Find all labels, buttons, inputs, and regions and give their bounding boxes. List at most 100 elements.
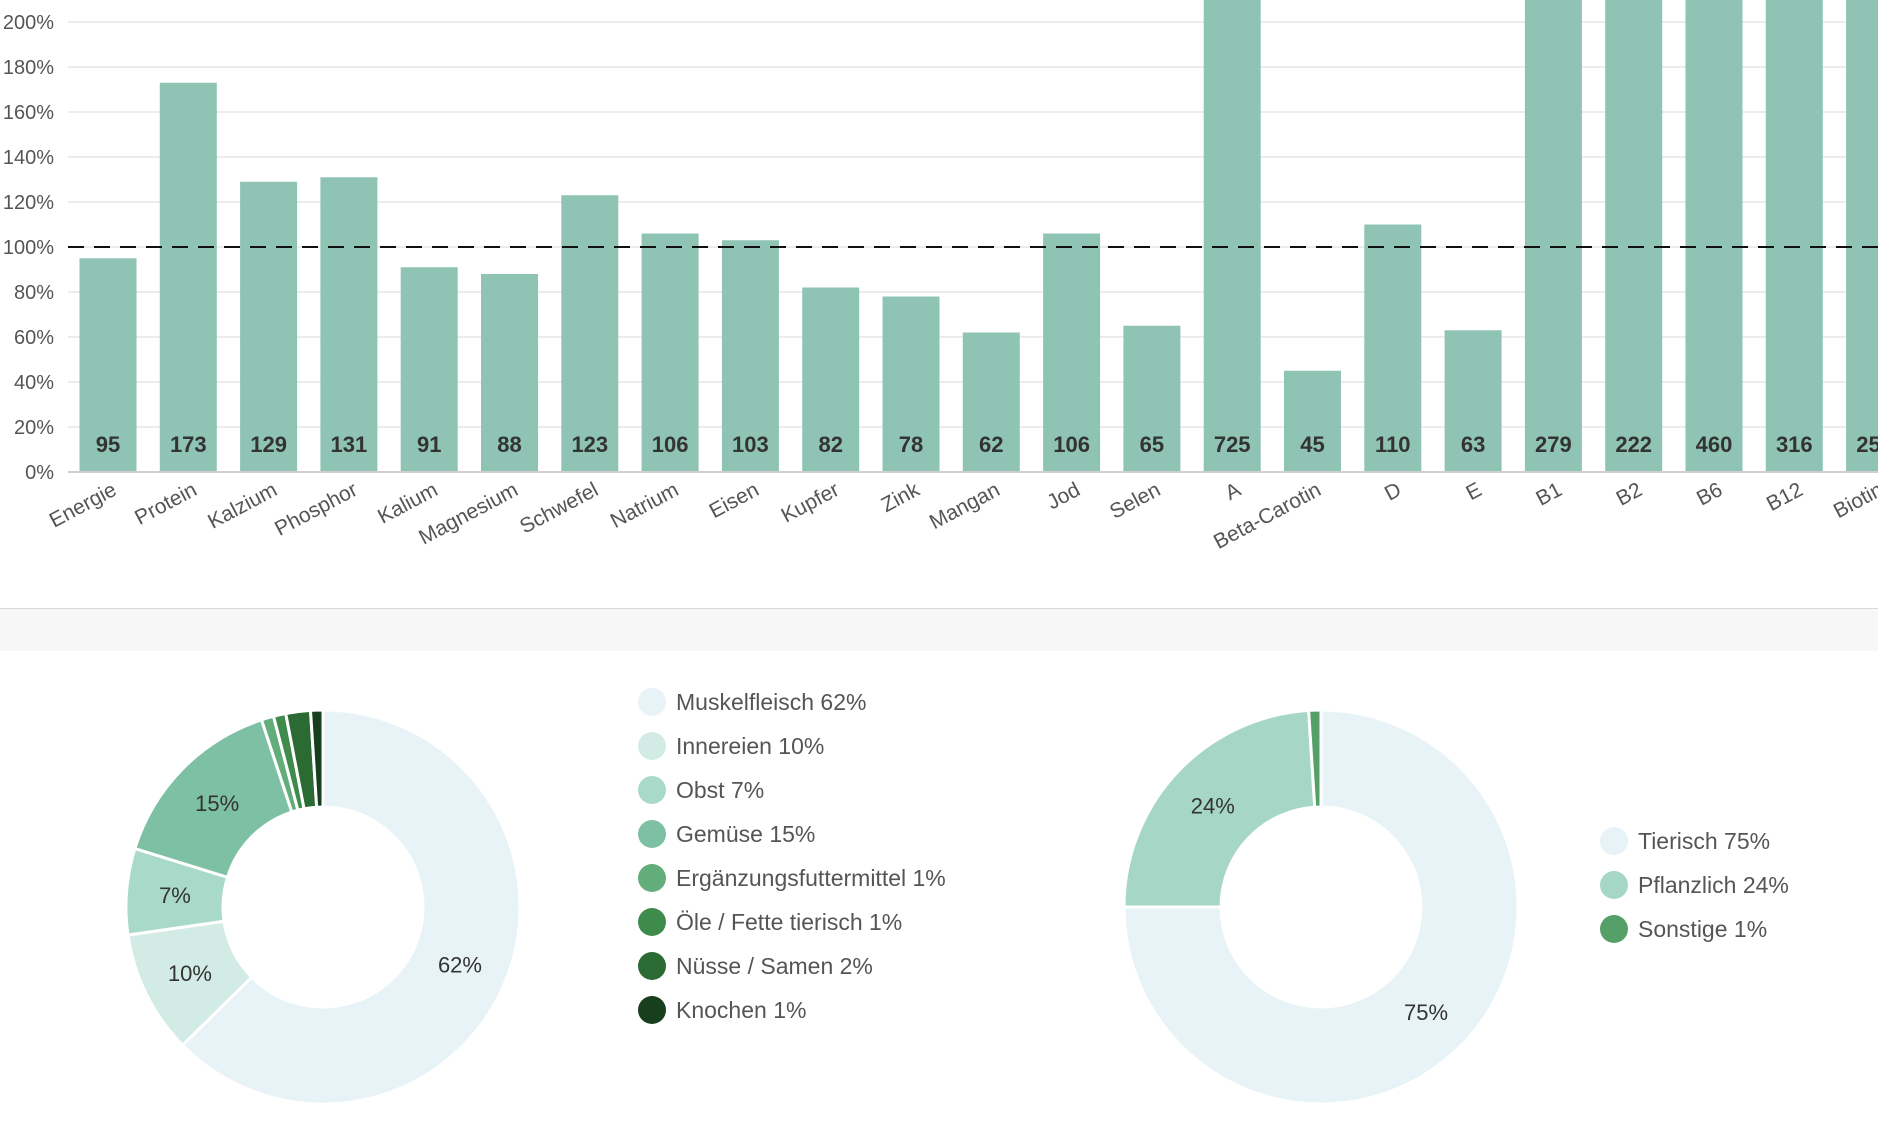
bar-value-label: 82 — [818, 432, 842, 457]
bar — [1605, 0, 1663, 472]
legend-item: Nüsse / Samen 2% — [638, 944, 946, 988]
legend-swatch — [1600, 827, 1628, 855]
legend-label: Pflanzlich 24% — [1638, 871, 1789, 898]
x-tick-label: Mangan — [926, 478, 1004, 534]
bar-value-label: 62 — [979, 432, 1003, 457]
legend-item: Muskelfleisch 62% — [638, 680, 946, 724]
x-tick-label: Protein — [131, 478, 201, 530]
composition-panel: 62% 10% 7% 15% Muskelfleisch 62% Innereien 1… — [0, 651, 1878, 1132]
x-tick-label: Kalzium — [204, 478, 281, 533]
y-tick-label: 100% — [3, 237, 54, 259]
y-tick-label: 120% — [3, 192, 54, 214]
bar-value-label: 129 — [250, 432, 287, 457]
bar-value-label: 88 — [497, 432, 521, 457]
x-tick-label: B6 — [1693, 478, 1726, 510]
x-tick-label: Selen — [1106, 478, 1164, 524]
bar — [79, 258, 137, 472]
legend-swatch — [638, 864, 666, 892]
bar-value-label: 95 — [96, 432, 120, 457]
legend-swatch — [638, 688, 666, 716]
bar — [1123, 325, 1181, 472]
bar — [1685, 0, 1743, 472]
legend-item: Gemüse 15% — [638, 812, 946, 856]
x-tick-label: Schwefel — [516, 478, 602, 538]
legend-swatch — [638, 908, 666, 936]
bar — [1765, 0, 1823, 472]
bar-value-label: 131 — [331, 432, 368, 457]
legend-swatch — [638, 996, 666, 1024]
bar-value-label: 123 — [571, 432, 608, 457]
bar — [1846, 0, 1878, 472]
legend-item: Ergänzungsfuttermittel 1% — [638, 856, 946, 900]
bar-value-label: 725 — [1214, 432, 1251, 457]
bar-value-label: 110 — [1375, 432, 1411, 457]
bar — [159, 82, 217, 472]
legend-swatch — [638, 820, 666, 848]
bar — [882, 296, 940, 472]
x-tick-label: Zink — [878, 478, 924, 517]
bar-value-label: 250 — [1856, 432, 1878, 457]
bar — [1444, 330, 1502, 472]
x-tick-label: B1 — [1532, 478, 1565, 510]
bar — [1524, 0, 1582, 472]
legend-label: Innereien 10% — [676, 732, 825, 759]
x-tick-label: Phosphor — [271, 478, 361, 541]
legend-item: Pflanzlich 24% — [1600, 863, 1789, 907]
bar-value-label: 173 — [170, 432, 207, 457]
bar — [481, 274, 538, 472]
legend-label: Sonstige 1% — [1638, 915, 1768, 942]
bar-value-label: 45 — [1300, 432, 1324, 457]
legend-label: Knochen 1% — [676, 996, 807, 1023]
donut-slice-label: 10% — [168, 961, 212, 986]
bar — [641, 233, 699, 472]
bar — [561, 195, 619, 472]
x-tick-label: Natrium — [607, 478, 683, 533]
legend-swatch — [638, 776, 666, 804]
donut-slice — [308, 708, 325, 809]
legend-item: Sonstige 1% — [1600, 907, 1789, 951]
legend-label: Muskelfleisch 62% — [676, 688, 867, 715]
legend-label: Obst 7% — [676, 776, 765, 803]
bar — [320, 177, 378, 472]
donut-slice — [1122, 708, 1520, 1106]
x-tick-label: E — [1462, 478, 1485, 505]
y-tick-label: 20% — [14, 417, 54, 439]
x-tick-label: Jod — [1043, 478, 1084, 514]
legend-item: Knochen 1% — [638, 988, 946, 1032]
bar-value-label: 106 — [652, 432, 689, 457]
bar — [1043, 233, 1101, 472]
donut-slice — [180, 708, 522, 1106]
x-tick-label: B12 — [1763, 478, 1807, 516]
donut-slice-label: 7% — [159, 883, 191, 908]
ingredient-donut-chart: 62% 10% 7% 15% — [124, 708, 522, 1106]
bar — [802, 287, 860, 472]
x-tick-label: Biotin — [1830, 478, 1878, 523]
bar-value-label: 460 — [1696, 432, 1733, 457]
bar-value-label: 279 — [1535, 432, 1572, 457]
bar — [1364, 224, 1422, 472]
bar-value-label: 106 — [1053, 432, 1090, 457]
bar — [1203, 0, 1261, 472]
legend-label: Gemüse 15% — [676, 820, 816, 847]
donut-slice — [133, 717, 294, 880]
y-tick-label: 80% — [14, 282, 54, 304]
donut-slice-label: 62% — [438, 952, 482, 977]
origin-legend: Tierisch 75% Pflanzlich 24% Sonstige 1% — [1600, 819, 1789, 951]
legend-label: Öle / Fette tierisch 1% — [676, 908, 903, 935]
legend-item: Tierisch 75% — [1600, 819, 1789, 863]
legend-label: Tierisch 75% — [1638, 827, 1771, 854]
y-tick-label: 60% — [14, 327, 54, 349]
bar — [1284, 370, 1341, 472]
bar — [400, 267, 458, 472]
y-tick-label: 200% — [3, 12, 54, 34]
legend-swatch — [638, 732, 666, 760]
bar-value-label: 103 — [732, 432, 769, 457]
donut-slice-label: 15% — [195, 791, 239, 816]
y-tick-label: 160% — [3, 102, 54, 124]
y-tick-label: 40% — [14, 372, 54, 394]
y-tick-label: 180% — [3, 57, 54, 79]
bar-value-label: 91 — [417, 432, 441, 457]
x-tick-label: D — [1381, 478, 1405, 505]
bar-value-label: 316 — [1776, 432, 1813, 457]
bar — [240, 181, 298, 472]
